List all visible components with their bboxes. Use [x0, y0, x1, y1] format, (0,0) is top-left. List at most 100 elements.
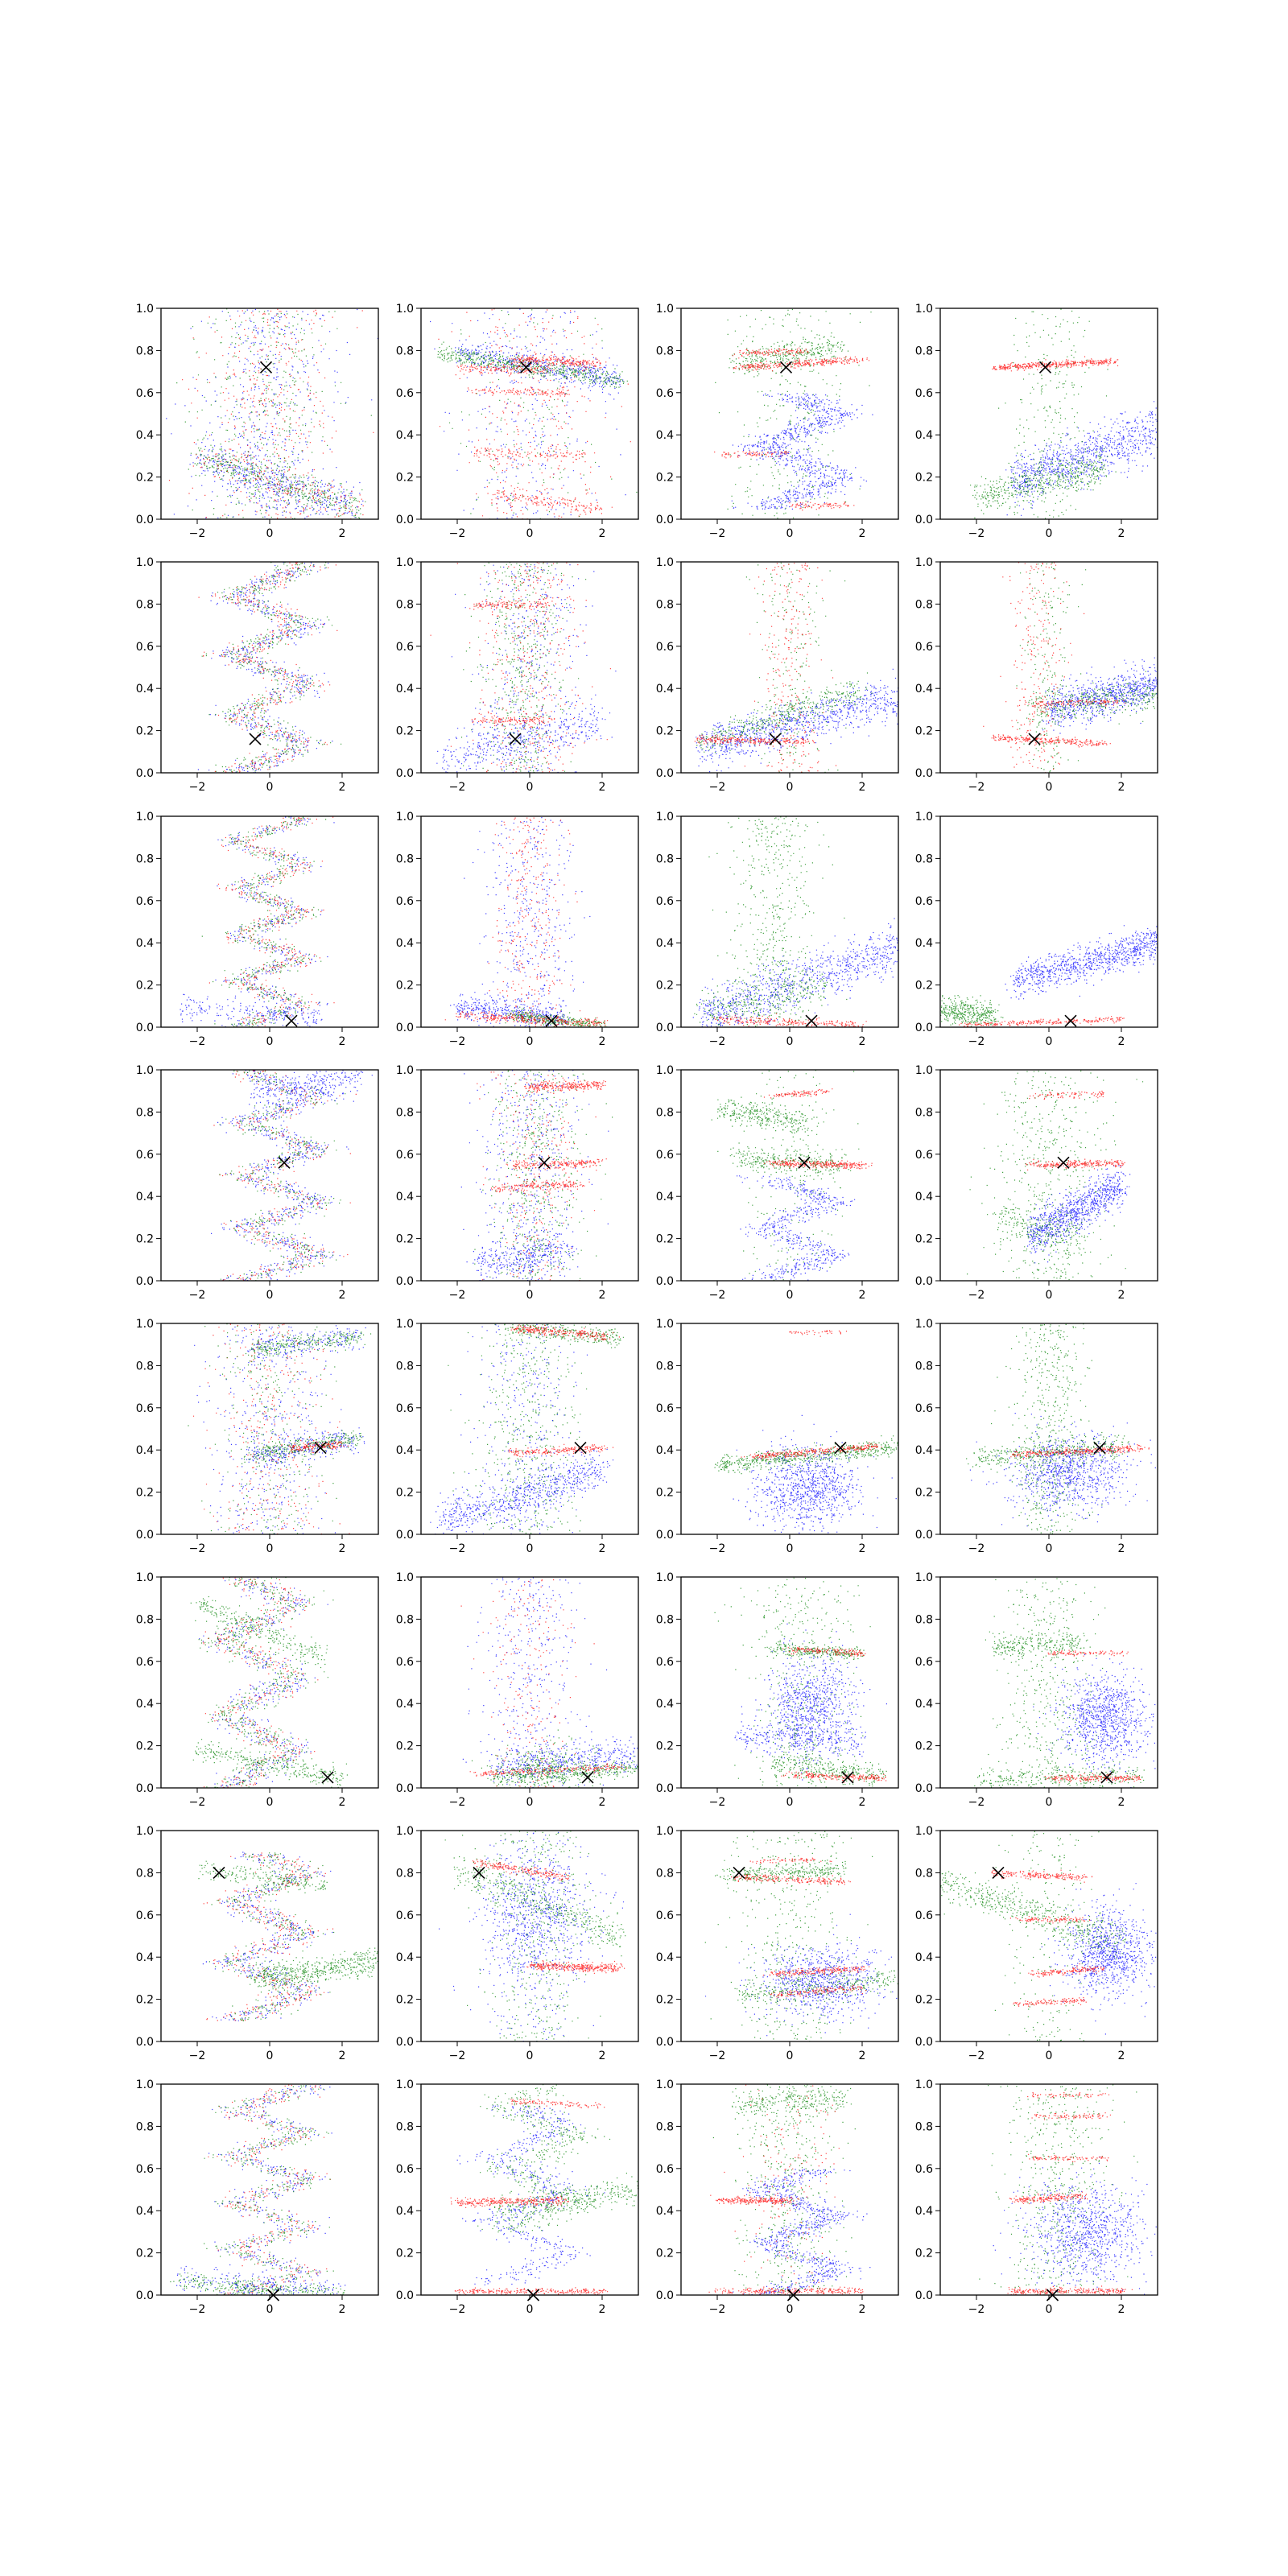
x-tick-label: 2 [1118, 1796, 1125, 1809]
y-tick-label: 0.6 [396, 1402, 414, 1415]
series-red-points [1009, 1916, 1091, 1924]
y-tick-label: 0.0 [656, 1275, 674, 1288]
x-tick-label: 0 [1046, 1796, 1053, 1809]
y-tick-label: 0.0 [915, 1529, 933, 1542]
series-red-points [506, 1158, 607, 1171]
y-tick-label: 1.0 [656, 303, 674, 316]
y-tick-label: 1.0 [656, 2079, 674, 2091]
series-red-points [741, 1442, 882, 1460]
x-marker [1028, 733, 1041, 745]
y-tick-label: 0.6 [136, 895, 154, 908]
y-tick-label: 0.8 [136, 2120, 154, 2133]
scatter-points [430, 1323, 624, 1534]
x-marker [1093, 1442, 1106, 1455]
series-green-points [188, 435, 366, 519]
y-tick-label: 0.6 [656, 895, 674, 908]
series-green-points [201, 816, 327, 1027]
x-tick-label: 2 [859, 1289, 866, 1302]
x-tick-label: 0 [526, 2303, 534, 2316]
scatter-points [974, 1578, 1156, 1788]
y-tick-label: 0.6 [396, 2163, 414, 2176]
x-tick-label: 0 [266, 781, 274, 794]
subplot-r3-c3: −2 0 2 0.0 0.2 0.4 0.6 0.8 1.0 [656, 811, 899, 1048]
y-tick-label: 0.4 [915, 2205, 933, 2218]
x-marker [538, 1156, 551, 1169]
y-tick-label: 0.0 [915, 767, 933, 780]
y-tick-label: 0.6 [396, 641, 414, 654]
y-tick-label: 1.0 [136, 1571, 154, 1584]
series-red-points [713, 1013, 867, 1027]
y-tick-label: 0.8 [915, 1360, 933, 1373]
x-tick-label: −2 [449, 2303, 466, 2316]
x-tick-label: −2 [189, 2050, 206, 2062]
series-blue-points [202, 1852, 333, 2021]
subplot-r4-c4: −2 0 2 0.0 0.2 0.4 0.6 0.8 1.0 [915, 1064, 1158, 1302]
y-tick-label: 0.8 [136, 1867, 154, 1880]
y-tick-label: 0.2 [915, 472, 933, 485]
x-tick-label: 0 [786, 1289, 794, 1302]
series-red-points [526, 1960, 625, 1974]
x-tick-label: −2 [189, 1289, 206, 1302]
x-tick-label: 0 [786, 527, 794, 540]
series-green-points [714, 1435, 898, 1475]
y-tick-label: 0.2 [656, 1994, 674, 2007]
scatter-points [983, 562, 1158, 773]
scatter-points [940, 925, 1158, 1027]
x-tick-label: 2 [339, 2303, 346, 2316]
y-tick-label: 0.8 [396, 1867, 414, 1880]
x-tick-label: −2 [189, 1796, 206, 1809]
series-red-points [782, 1647, 866, 1657]
y-tick-label: 0.8 [656, 1106, 674, 1119]
x-tick-label: 0 [526, 527, 534, 540]
series-blue-points [731, 393, 873, 510]
y-tick-label: 1.0 [136, 556, 154, 569]
x-tick-label: 2 [599, 1542, 606, 1555]
y-tick-label: 0.2 [915, 1994, 933, 2007]
x-tick-label: −2 [709, 1289, 726, 1302]
subplot-r1-c2: −2 0 2 0.0 0.2 0.4 0.6 0.8 1.0 [396, 303, 639, 540]
y-tick-label: 0.4 [396, 1444, 414, 1457]
x-tick-label: −2 [449, 1542, 466, 1555]
x-marker [213, 1866, 225, 1879]
x-tick-label: 0 [786, 2303, 794, 2316]
y-tick-label: 0.6 [396, 1149, 414, 1162]
x-tick-label: −2 [709, 1796, 726, 1809]
subplot-r8-c1: −2 0 2 0.0 0.2 0.4 0.6 0.8 1.0 [136, 2079, 379, 2316]
y-tick-label: 0.0 [396, 767, 414, 780]
y-tick-label: 1.0 [136, 2079, 154, 2091]
scatter-points [940, 1831, 1158, 2041]
x-tick-label: 2 [339, 1035, 346, 1048]
x-tick-label: 2 [859, 1035, 866, 1048]
scatter-points [714, 1330, 898, 1534]
x-tick-label: 0 [786, 1796, 794, 1809]
y-tick-label: 0.0 [915, 1275, 933, 1288]
x-tick-label: 0 [526, 781, 534, 794]
series-red-points [991, 1869, 1093, 1883]
series-green-points [770, 1751, 887, 1787]
y-tick-label: 1.0 [915, 811, 933, 824]
scatter-points [711, 1070, 873, 1281]
subplot-r7-c2: −2 0 2 0.0 0.2 0.4 0.6 0.8 1.0 [396, 1825, 639, 2062]
series-green-points [977, 1759, 1145, 1788]
scatter-points [170, 2084, 346, 2295]
x-tick-label: −2 [968, 1289, 985, 1302]
x-tick-label: −2 [449, 2050, 466, 2062]
x-marker [834, 1442, 847, 1455]
y-tick-label: 0.0 [656, 767, 674, 780]
series-red-points [456, 363, 555, 377]
y-tick-label: 0.4 [915, 683, 933, 696]
x-tick-label: 0 [526, 1796, 534, 1809]
x-tick-label: 2 [859, 2050, 866, 2062]
series-green-points [711, 1096, 818, 1133]
y-tick-label: 1.0 [136, 303, 154, 316]
x-tick-label: −2 [968, 1035, 985, 1048]
y-tick-label: 0.8 [396, 2120, 414, 2133]
y-tick-label: 0.6 [396, 1656, 414, 1669]
x-marker [779, 361, 793, 374]
series-green-points [487, 1756, 638, 1788]
x-marker [314, 1442, 327, 1455]
y-tick-label: 0.4 [915, 429, 933, 442]
y-tick-label: 1.0 [915, 556, 933, 569]
y-tick-label: 0.0 [396, 1529, 414, 1542]
